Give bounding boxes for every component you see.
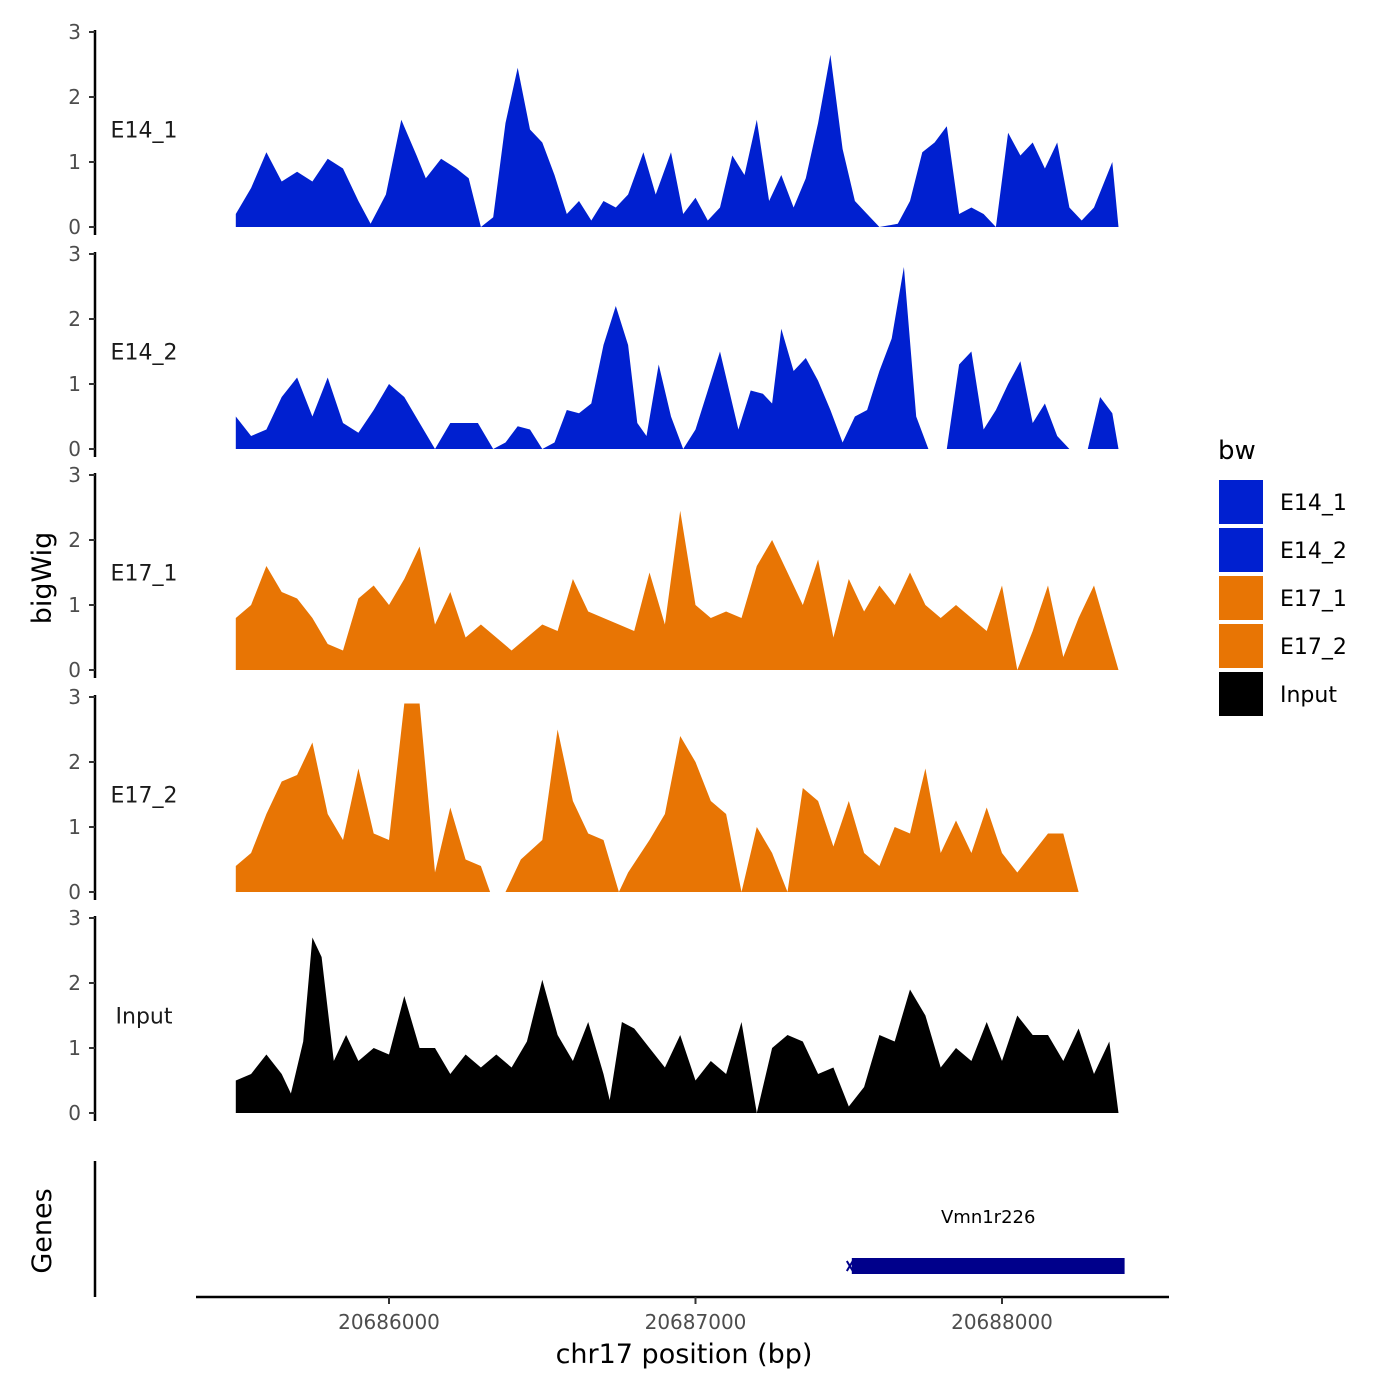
track-Input: 0 1 2 3 Input <box>68 906 1119 1125</box>
gene-Vmn1r226: Vmn1r226 <box>845 1207 1125 1274</box>
legend-label: E17_1 <box>1280 587 1347 612</box>
area-series-Input <box>235 937 1119 1113</box>
y-tick-label: 2 <box>68 307 81 331</box>
track-label-E17_1: E17_1 <box>111 562 178 587</box>
track-E17_1: 0 1 2 3 E17_1 <box>68 463 1119 682</box>
area-series-E17_2 <box>235 703 1119 892</box>
legend-label: E14_2 <box>1280 539 1347 564</box>
y-tick-label: 1 <box>68 593 81 617</box>
y-tick-label: 0 <box>68 437 81 461</box>
legend: bw E14_1 E14_2 E17_1 E17_2 Input <box>1218 436 1347 716</box>
x-tick-label: 20686000 <box>338 1310 440 1334</box>
y-tick-label: 3 <box>68 242 81 266</box>
y-tick-label: 0 <box>68 215 81 239</box>
legend-swatch <box>1219 528 1263 572</box>
y-tick-label: 2 <box>68 750 81 774</box>
y-tick-label: 3 <box>68 906 81 930</box>
genes-track: Vmn1r226 <box>93 1161 1125 1297</box>
y-tick-label: 3 <box>68 20 81 44</box>
legend-label: Input <box>1280 683 1337 708</box>
track-E14_2: 0 1 2 3 E14_2 <box>68 242 1119 461</box>
signal-tracks: 0 1 2 3 E14_1 0 1 2 3 E14_2 0 1 2 3 E17_1 0 1 2 3 E17_2 0 1 2 3… <box>68 20 1119 1125</box>
y-tick-label: 1 <box>68 150 81 174</box>
legend-item-E14_2: E14_2 <box>1219 528 1347 572</box>
y-tick-label: 0 <box>68 658 81 682</box>
y-tick-label: 0 <box>68 880 81 904</box>
legend-item-E17_2: E17_2 <box>1219 624 1347 668</box>
y-tick-label: 3 <box>68 463 81 487</box>
legend-title: bw <box>1218 436 1256 466</box>
track-E17_2: 0 1 2 3 E17_2 <box>68 685 1119 904</box>
track-E14_1: 0 1 2 3 E14_1 <box>68 20 1119 239</box>
genes-track-title: Genes <box>27 1188 58 1273</box>
legend-item-Input: Input <box>1219 672 1337 716</box>
legend-item-E17_1: E17_1 <box>1219 576 1347 620</box>
y-tick-label: 1 <box>68 372 81 396</box>
y-tick-label: 3 <box>68 685 81 709</box>
track-label-E17_2: E17_2 <box>111 784 178 809</box>
legend-swatch <box>1219 624 1263 668</box>
track-label-E14_2: E14_2 <box>111 341 178 366</box>
gene-label: Vmn1r226 <box>941 1207 1035 1228</box>
x-tick-label: 20687000 <box>645 1310 747 1334</box>
area-series-E14_2 <box>235 267 1119 449</box>
gene-body <box>851 1258 1125 1274</box>
legend-swatch <box>1219 576 1263 620</box>
track-label-Input: Input <box>116 1005 173 1030</box>
x-tick-label: 20688000 <box>951 1310 1053 1334</box>
y-tick-label: 0 <box>68 1101 81 1125</box>
y-tick-label: 2 <box>68 85 81 109</box>
legend-swatch <box>1219 672 1263 716</box>
legend-label: E17_2 <box>1280 635 1347 660</box>
legend-swatch <box>1219 480 1263 524</box>
area-series-E17_1 <box>235 510 1119 670</box>
legend-label: E14_1 <box>1280 491 1347 516</box>
y-axis-title: bigWig <box>27 532 58 625</box>
x-axis: 20686000 20687000 20688000 <box>196 1295 1169 1334</box>
y-tick-label: 2 <box>68 971 81 995</box>
y-tick-label: 1 <box>68 1036 81 1060</box>
legend-item-E14_1: E14_1 <box>1219 480 1347 524</box>
area-series-E14_1 <box>235 54 1119 227</box>
x-axis-title: chr17 position (bp) <box>556 1339 813 1370</box>
strand-marker-icon <box>845 1260 854 1272</box>
y-tick-label: 2 <box>68 528 81 552</box>
track-label-E14_1: E14_1 <box>111 119 178 144</box>
y-tick-label: 1 <box>68 815 81 839</box>
